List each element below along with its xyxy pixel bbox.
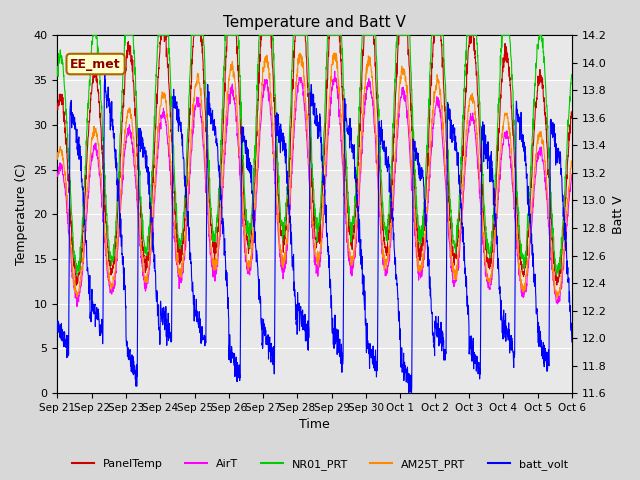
X-axis label: Time: Time — [300, 419, 330, 432]
Title: Temperature and Batt V: Temperature and Batt V — [223, 15, 406, 30]
Y-axis label: Temperature (C): Temperature (C) — [15, 163, 28, 265]
Text: EE_met: EE_met — [70, 58, 121, 71]
Y-axis label: Batt V: Batt V — [612, 195, 625, 234]
Legend: PanelTemp, AirT, NR01_PRT, AM25T_PRT, batt_volt: PanelTemp, AirT, NR01_PRT, AM25T_PRT, ba… — [68, 455, 572, 474]
